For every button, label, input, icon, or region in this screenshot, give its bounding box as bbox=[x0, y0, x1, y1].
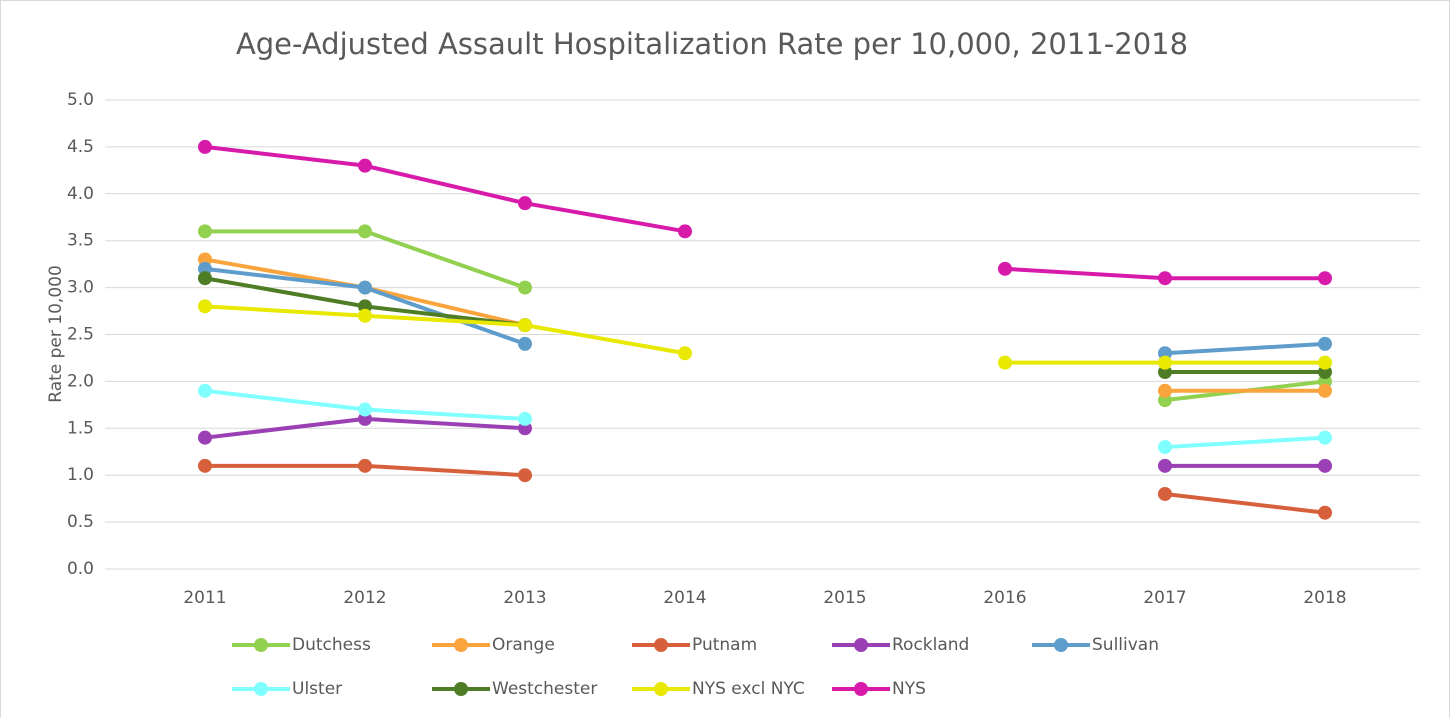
x-tick-label: 2012 bbox=[343, 588, 386, 608]
data-point bbox=[358, 158, 372, 173]
legend-marker bbox=[654, 682, 668, 696]
y-axis-label: Rate per 10,000 bbox=[46, 265, 66, 403]
y-tick-label: 3.0 bbox=[67, 278, 94, 298]
legend-label: Dutchess bbox=[292, 635, 371, 655]
data-point bbox=[518, 318, 532, 333]
data-point bbox=[1318, 355, 1332, 370]
data-point bbox=[1318, 458, 1332, 473]
y-tick-label: 0.5 bbox=[67, 512, 94, 532]
legend-label: Sullivan bbox=[1092, 635, 1159, 655]
y-tick-label: 4.5 bbox=[67, 137, 94, 157]
data-point bbox=[518, 196, 532, 211]
legend-marker bbox=[654, 638, 668, 652]
data-point bbox=[1158, 486, 1172, 501]
data-point bbox=[358, 280, 372, 295]
x-tick-label: 2017 bbox=[1143, 588, 1186, 608]
legend-label: NYS excl NYC bbox=[692, 679, 805, 699]
y-tick-label: 5.0 bbox=[67, 90, 94, 110]
data-point bbox=[198, 224, 212, 239]
x-tick-label: 2013 bbox=[503, 588, 546, 608]
data-point bbox=[198, 139, 212, 154]
legend-marker bbox=[454, 682, 468, 696]
x-tick-label: 2016 bbox=[983, 588, 1026, 608]
data-point bbox=[1318, 383, 1332, 398]
y-tick-label: 1.0 bbox=[67, 465, 94, 485]
data-point bbox=[1158, 440, 1172, 455]
y-tick-label: 3.5 bbox=[67, 231, 94, 251]
data-point bbox=[358, 224, 372, 239]
legend-marker bbox=[254, 682, 268, 696]
legend-marker bbox=[454, 638, 468, 652]
data-point bbox=[198, 271, 212, 286]
chart-title: Age-Adjusted Assault Hospitalization Rat… bbox=[236, 27, 1188, 61]
legend-label: Putnam bbox=[692, 635, 757, 655]
data-point bbox=[358, 308, 372, 323]
data-point bbox=[1158, 383, 1172, 398]
data-point bbox=[678, 346, 692, 361]
y-tick-label: 0.0 bbox=[67, 559, 94, 579]
legend-label: Orange bbox=[492, 635, 555, 655]
y-tick-label: 2.0 bbox=[67, 371, 94, 391]
data-point bbox=[358, 458, 372, 473]
data-point bbox=[518, 411, 532, 426]
data-point bbox=[518, 468, 532, 483]
data-point bbox=[1318, 505, 1332, 520]
legend-marker bbox=[854, 638, 868, 652]
data-point bbox=[518, 280, 532, 295]
data-point bbox=[1318, 430, 1332, 445]
x-tick-label: 2018 bbox=[1303, 588, 1346, 608]
y-tick-label: 2.5 bbox=[67, 325, 94, 345]
legend-marker bbox=[1054, 638, 1068, 652]
legend-label: NYS bbox=[892, 679, 926, 699]
data-point bbox=[1318, 271, 1332, 286]
data-point bbox=[1158, 271, 1172, 286]
data-point bbox=[1318, 336, 1332, 351]
legend-marker bbox=[854, 682, 868, 696]
x-tick-label: 2015 bbox=[823, 588, 866, 608]
y-tick-label: 4.0 bbox=[67, 184, 94, 204]
legend-marker bbox=[254, 638, 268, 652]
data-point bbox=[1158, 355, 1172, 370]
data-point bbox=[198, 430, 212, 445]
legend-label: Rockland bbox=[892, 635, 969, 655]
data-point bbox=[998, 261, 1012, 276]
data-point bbox=[198, 383, 212, 398]
data-point bbox=[358, 402, 372, 417]
data-point bbox=[678, 224, 692, 239]
legend-label: Westchester bbox=[492, 679, 597, 699]
y-tick-label: 1.5 bbox=[67, 418, 94, 438]
data-point bbox=[198, 458, 212, 473]
data-point bbox=[998, 355, 1012, 370]
data-point bbox=[518, 336, 532, 351]
x-tick-label: 2014 bbox=[663, 588, 706, 608]
x-tick-label: 2011 bbox=[183, 588, 226, 608]
data-point bbox=[1158, 458, 1172, 473]
legend-label: Ulster bbox=[292, 679, 342, 699]
data-point bbox=[198, 299, 212, 314]
